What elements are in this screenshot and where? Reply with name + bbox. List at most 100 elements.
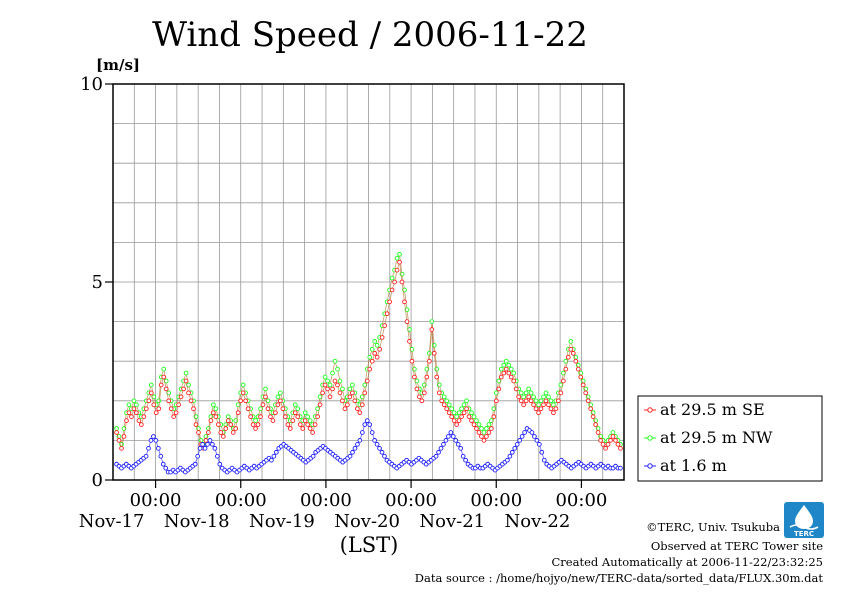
plot-frame	[112, 83, 625, 481]
data-point	[367, 422, 373, 427]
data-point	[215, 422, 221, 427]
legend-label: at 1.6 m	[660, 456, 727, 475]
data-point	[451, 418, 457, 423]
y-axis-unit: [m/s]	[96, 56, 140, 74]
data-point	[161, 366, 167, 372]
data-point	[600, 442, 606, 447]
data-point	[217, 461, 223, 467]
data-point	[160, 461, 166, 467]
data-point	[426, 350, 432, 356]
data-point	[531, 394, 536, 400]
data-point	[565, 354, 571, 360]
data-point	[335, 366, 340, 372]
data-point	[444, 406, 450, 412]
data-point	[461, 402, 467, 408]
data-point	[551, 402, 556, 408]
data-point	[260, 402, 266, 408]
data-point	[213, 414, 219, 419]
data-point	[526, 394, 531, 400]
data-point	[280, 406, 286, 412]
data-point	[456, 418, 462, 423]
x-tick-time: 00:00	[215, 490, 267, 511]
data-point	[471, 414, 477, 419]
data-point	[163, 465, 169, 471]
data-point	[618, 465, 623, 471]
data-point	[240, 390, 246, 396]
x-tick-time: 00:00	[300, 490, 352, 511]
data-point	[263, 394, 268, 400]
data-point	[588, 406, 594, 412]
data-point	[443, 438, 449, 443]
data-point	[399, 279, 405, 285]
data-point	[206, 430, 211, 435]
data-point	[340, 386, 345, 392]
data-point	[253, 418, 258, 423]
data-point	[505, 457, 510, 463]
data-point	[173, 410, 179, 416]
data-point	[538, 398, 544, 404]
data-point	[214, 453, 220, 459]
data-point	[460, 453, 466, 459]
data-point	[158, 453, 164, 459]
data-point	[131, 398, 137, 404]
data-point	[337, 378, 343, 384]
data-point	[543, 398, 549, 404]
data-point	[521, 402, 526, 408]
data-point	[568, 339, 574, 344]
data-point	[486, 430, 492, 435]
data-point	[541, 402, 546, 408]
data-point	[508, 374, 514, 380]
data-point	[422, 390, 427, 396]
data-point	[310, 430, 315, 435]
data-point	[578, 374, 584, 380]
data-point	[186, 390, 191, 396]
data-point	[570, 350, 576, 356]
data-point	[325, 386, 330, 392]
data-point	[350, 449, 355, 455]
data-point	[282, 414, 288, 419]
data-point	[456, 410, 462, 416]
data-point	[131, 406, 137, 412]
data-point	[429, 319, 435, 324]
data-point	[352, 445, 358, 451]
data-point	[161, 374, 167, 380]
data-point	[608, 438, 613, 443]
data-point	[178, 394, 184, 400]
data-point	[590, 414, 596, 419]
data-point	[271, 453, 277, 459]
data-point	[327, 382, 333, 388]
data-point	[529, 430, 535, 435]
data-point	[436, 449, 441, 455]
data-point	[575, 366, 581, 372]
data-point	[610, 434, 616, 439]
data-point	[392, 279, 397, 285]
data-point	[340, 398, 345, 404]
data-point	[377, 346, 383, 352]
data-point	[434, 374, 440, 380]
data-point	[471, 422, 477, 427]
data-point	[451, 410, 457, 416]
data-point	[141, 414, 147, 419]
data-point	[292, 410, 298, 416]
data-point	[519, 434, 525, 439]
data-point	[503, 366, 509, 372]
data-point	[235, 410, 241, 416]
data-point	[528, 390, 534, 396]
data-point	[414, 386, 420, 392]
data-point	[126, 410, 132, 416]
data-point	[541, 394, 546, 400]
data-point	[382, 453, 387, 459]
data-point	[409, 358, 415, 364]
data-point	[556, 398, 561, 404]
data-point	[379, 335, 385, 340]
x-tick-date: Nov-21	[419, 511, 485, 532]
data-point	[605, 442, 611, 447]
data-point	[466, 414, 472, 419]
x-tick-time: 00:00	[385, 490, 437, 511]
data-point	[382, 323, 387, 328]
data-point	[275, 402, 281, 408]
data-point	[436, 390, 442, 396]
data-point	[402, 299, 407, 305]
data-point	[136, 418, 142, 423]
data-point	[151, 402, 157, 408]
